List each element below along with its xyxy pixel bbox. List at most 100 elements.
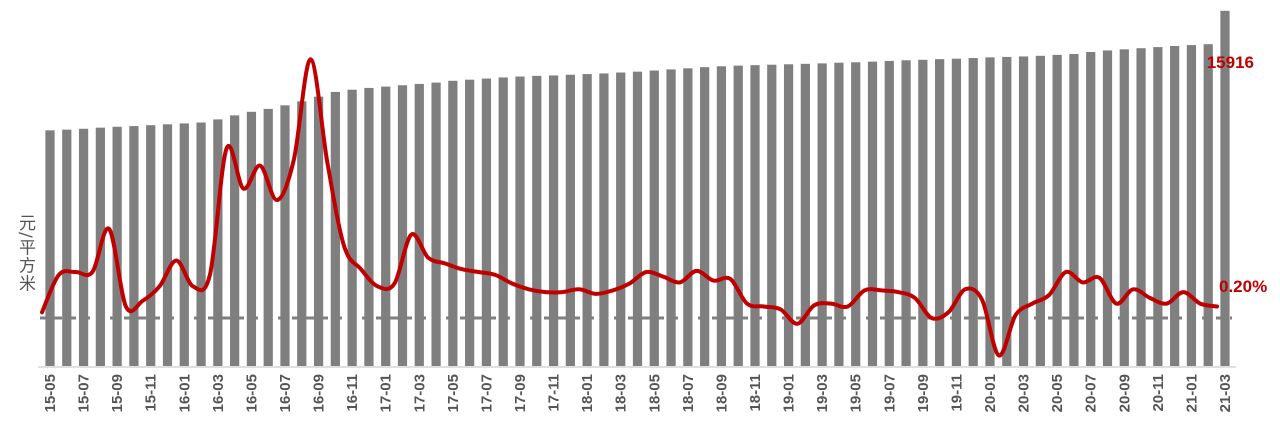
bar-20-06 xyxy=(1069,54,1079,366)
bar-18-02 xyxy=(599,73,609,367)
last-bar-value-label: 15916 xyxy=(1207,53,1254,72)
x-tick-18-03: 18-03 xyxy=(613,374,630,412)
x-tick-17-01: 17-01 xyxy=(378,374,395,412)
bar-16-04 xyxy=(230,115,240,366)
x-tick-15-09: 15-09 xyxy=(109,374,126,412)
bar-16-01 xyxy=(179,123,189,366)
x-tick-19-11: 19-11 xyxy=(948,374,965,412)
x-tick-20-03: 20-03 xyxy=(1016,374,1033,412)
bar-20-07 xyxy=(1086,52,1096,366)
bar-16-08 xyxy=(297,101,307,366)
bar-15-09 xyxy=(112,126,122,366)
bar-21-02 xyxy=(1203,44,1213,366)
bar-19-04 xyxy=(834,62,844,367)
bar-21-01 xyxy=(1186,45,1197,366)
x-tick-20-05: 20-05 xyxy=(1049,374,1066,412)
bar-20-03 xyxy=(1018,56,1029,367)
bar-19-07 xyxy=(884,60,894,367)
x-tick-17-05: 17-05 xyxy=(445,374,462,412)
x-tick-21-03: 21-03 xyxy=(1217,374,1234,412)
bar-19-08 xyxy=(901,60,911,366)
bar-16-03 xyxy=(213,119,223,367)
x-tick-19-07: 19-07 xyxy=(881,374,898,412)
bar-18-12 xyxy=(767,64,777,366)
bar-series xyxy=(45,10,1230,367)
x-tick-19-09: 19-09 xyxy=(915,374,932,412)
x-tick-20-07: 20-07 xyxy=(1083,374,1100,412)
bar-18-10 xyxy=(733,65,743,367)
bar-20-01 xyxy=(985,57,995,366)
bar-18-08 xyxy=(700,67,710,367)
bar-19-05 xyxy=(851,62,861,366)
bar-16-07 xyxy=(280,105,290,366)
x-tick-18-11: 18-11 xyxy=(747,374,764,412)
x-tick-20-09: 20-09 xyxy=(1116,374,1133,412)
bar-20-02 xyxy=(1002,56,1012,366)
x-tick-15-11: 15-11 xyxy=(143,374,160,412)
bar-18-03 xyxy=(616,72,626,366)
x-tick-17-03: 17-03 xyxy=(411,374,428,412)
x-tick-16-09: 16-09 xyxy=(311,374,328,412)
bar-19-06 xyxy=(867,61,878,366)
bar-17-12 xyxy=(565,74,575,366)
x-tick-20-01: 20-01 xyxy=(982,374,999,412)
x-tick-18-09: 18-09 xyxy=(713,374,730,412)
x-tick-18-05: 18-05 xyxy=(646,374,663,412)
bar-17-11 xyxy=(548,75,559,367)
bar-16-09 xyxy=(313,96,324,366)
bar-17-02 xyxy=(397,85,408,366)
x-tick-17-11: 17-11 xyxy=(546,374,563,412)
bar-15-05 xyxy=(45,130,55,366)
bar-16-05 xyxy=(246,111,257,366)
bar-19-11 xyxy=(951,58,962,366)
x-tick-21-01: 21-01 xyxy=(1183,374,1200,412)
x-tick-16-01: 16-01 xyxy=(176,374,193,412)
bar-17-05 xyxy=(448,80,458,366)
bar-20-09 xyxy=(1119,49,1129,366)
bar-16-10 xyxy=(330,91,340,366)
bar-20-11 xyxy=(1153,47,1163,367)
x-tick-19-05: 19-05 xyxy=(848,374,865,412)
bar-19-01 xyxy=(783,64,794,367)
bar-18-09 xyxy=(716,66,727,366)
x-axis-ticks: 15-05 15-07 15-09 15-11 16-01 16-03 16-05 16-07… xyxy=(42,374,1234,412)
bar-15-07 xyxy=(78,128,89,366)
x-tick-18-01: 18-01 xyxy=(579,374,596,412)
bar-17-06 xyxy=(465,79,475,367)
bar-15-11 xyxy=(146,125,156,366)
x-tick-16-07: 16-07 xyxy=(277,374,294,412)
bar-19-12 xyxy=(968,58,978,367)
bar-16-11 xyxy=(347,89,357,367)
x-tick-16-03: 16-03 xyxy=(210,374,227,412)
bar-17-10 xyxy=(532,75,542,366)
x-tick-15-05: 15-05 xyxy=(42,374,59,412)
last-line-value-label: 0.20% xyxy=(1219,277,1267,296)
bar-15-10 xyxy=(129,126,139,366)
bar-19-02 xyxy=(800,63,810,366)
bar-17-08 xyxy=(498,77,508,366)
bar-20-05 xyxy=(1052,54,1062,367)
bar-17-01 xyxy=(381,86,391,366)
bar-20-08 xyxy=(1102,50,1113,366)
bar-17-09 xyxy=(515,76,525,367)
bar-19-03 xyxy=(817,63,827,366)
bar-15-06 xyxy=(62,129,72,366)
x-tick-19-01: 19-01 xyxy=(781,374,798,412)
bar-15-12 xyxy=(162,124,173,366)
bar-16-02 xyxy=(196,122,206,367)
bar-18-07 xyxy=(683,68,693,366)
bar-20-10 xyxy=(1136,48,1146,366)
bar-16-12 xyxy=(364,87,374,367)
bar-19-09 xyxy=(918,59,928,367)
bar-21-03 xyxy=(1220,10,1230,367)
bar-17-07 xyxy=(481,78,492,366)
x-tick-19-03: 19-03 xyxy=(814,374,831,412)
bar-17-03 xyxy=(414,83,424,366)
bar-19-10 xyxy=(935,59,945,366)
bar-18-04 xyxy=(632,71,643,366)
bar-20-04 xyxy=(1035,55,1045,366)
x-tick-16-11: 16-11 xyxy=(344,374,361,412)
bar-18-11 xyxy=(750,65,760,367)
x-tick-18-07: 18-07 xyxy=(680,374,697,412)
